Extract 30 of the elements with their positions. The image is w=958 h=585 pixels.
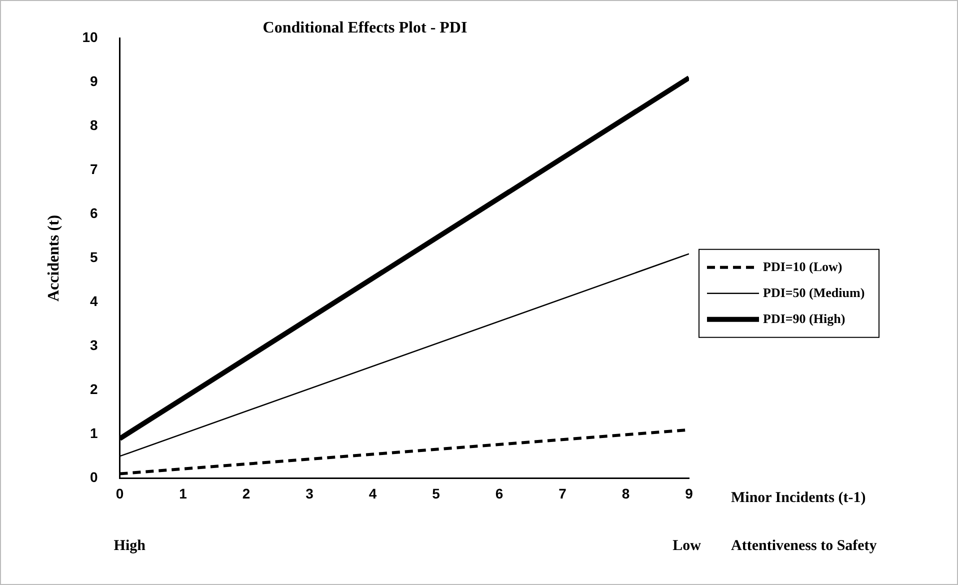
legend-label: PDI=10 (Low)	[763, 258, 842, 274]
y-tick-label: 0	[90, 469, 98, 486]
y-tick-label: 3	[90, 337, 98, 354]
y-tick-label: 8	[90, 117, 98, 134]
legend-label: PDI=50 (Medium)	[763, 284, 865, 300]
y-tick-label: 5	[90, 249, 98, 266]
x-tick-label: 3	[306, 485, 314, 502]
x-tick-label: 8	[622, 485, 630, 502]
x-tick-label: 1	[179, 485, 188, 502]
x-tick-label: 2	[242, 485, 250, 502]
x-tick-label: 5	[432, 485, 440, 502]
chart-title: Conditional Effects Plot - PDI	[262, 20, 468, 37]
y-tick-label: 2	[90, 381, 98, 398]
y-tick-label: 6	[90, 205, 98, 222]
y-tick-label: 1	[90, 425, 98, 442]
y-tick-label: 10	[82, 29, 98, 46]
x-tick-label: 7	[558, 485, 567, 502]
x-tick-label: 6	[495, 485, 504, 502]
x-tick-label: 4	[368, 485, 377, 502]
x-axis-title: Minor Incidents (t-1)	[731, 490, 866, 506]
text: Attentiveness to Safety	[731, 538, 878, 554]
text: High	[114, 538, 146, 554]
x-tick-label: 0	[116, 485, 124, 502]
legend-label: PDI=90 (High)	[763, 310, 846, 326]
text: Low	[672, 538, 702, 554]
y-tick-label: 9	[90, 73, 98, 90]
x-tick-label: 9	[685, 485, 694, 502]
y-tick-label: 7	[90, 161, 98, 178]
y-axis-title: Accidents (t)	[46, 214, 63, 302]
y-tick-label: 4	[90, 293, 98, 310]
